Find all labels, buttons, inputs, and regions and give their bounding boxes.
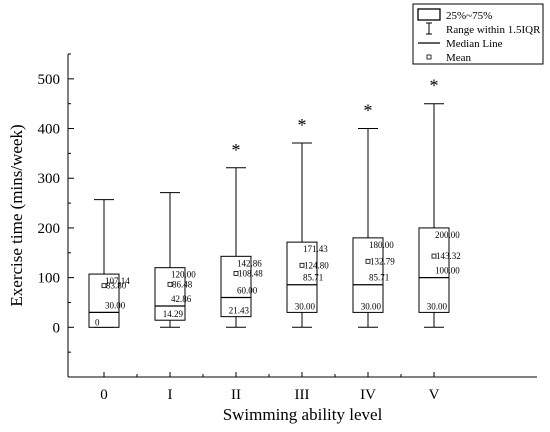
- x-tick-label: IV: [360, 387, 376, 403]
- mean-value-label: 108.48: [238, 268, 263, 278]
- q1-value-label: 21.43: [229, 306, 250, 316]
- x-tick-label: II: [231, 387, 241, 403]
- x-tick-label: III: [295, 387, 310, 403]
- legend-label-whisker: Range within 1.5IQR: [446, 24, 541, 36]
- q3-value-label: 171.43: [303, 244, 328, 254]
- x-tick-label: 0: [100, 387, 108, 403]
- mean-marker: [431, 253, 437, 259]
- x-axis-title: Swimming ability level: [223, 405, 383, 424]
- mean-marker: [299, 262, 305, 268]
- legend-mean-swatch: [426, 54, 432, 60]
- legend-label-mean: Mean: [446, 52, 472, 64]
- y-tick-label: 100: [38, 271, 61, 287]
- median-value-label: 85.71: [369, 273, 389, 283]
- iqr-box: [88, 273, 120, 328]
- y-tick-label: 500: [38, 72, 61, 88]
- q1-value-label: 30.00: [427, 301, 448, 311]
- median-value-label: 60.00: [237, 285, 258, 295]
- y-tick-label: 0: [53, 320, 61, 336]
- iqr-box: [286, 241, 318, 313]
- y-tick-label: 200: [38, 221, 61, 237]
- mean-value-label: 124.80: [304, 260, 329, 270]
- outlier-asterisk: *: [430, 76, 439, 96]
- median-value-label: 42.86: [171, 294, 192, 304]
- iqr-box: [418, 227, 450, 313]
- median-value-label: 30.00: [105, 300, 126, 310]
- outlier-asterisk: *: [298, 115, 307, 135]
- mean-marker: [167, 281, 173, 287]
- q3-value-label: 142.86: [237, 258, 262, 268]
- mean-value-label: 86.48: [172, 279, 193, 289]
- legend-label-median: Median Line: [446, 38, 503, 50]
- iqr-box: [154, 267, 186, 321]
- mean-marker: [233, 271, 239, 276]
- outlier-asterisk: *: [364, 101, 373, 121]
- x-tick-label: I: [168, 387, 173, 403]
- q3-value-label: 107.14: [105, 276, 130, 286]
- iqr-box: [352, 237, 384, 313]
- median-value-label: 85.71: [303, 273, 323, 283]
- legend-box-swatch: [417, 8, 441, 21]
- q1-value-label: 0: [95, 317, 100, 327]
- mean-value-label: 143.32: [436, 251, 461, 261]
- y-tick-label: 300: [38, 171, 61, 187]
- legend: 25%~75% Range within 1.5IQR Median Line Mea…: [412, 3, 544, 65]
- q1-value-label: 30.00: [361, 301, 382, 311]
- q1-value-label: 14.29: [163, 309, 184, 319]
- mean-value-label: 83.80: [106, 281, 127, 291]
- q3-value-label: 120.00: [171, 270, 196, 280]
- mean-marker: [365, 258, 371, 264]
- outlier-asterisk: *: [232, 140, 241, 160]
- y-axis-title: Exercise time (mins/week): [7, 124, 26, 306]
- mean-value-label: 132.79: [370, 256, 395, 266]
- y-tick-label: 400: [38, 122, 61, 138]
- q3-value-label: 200.00: [435, 230, 460, 240]
- q1-value-label: 30.00: [295, 301, 316, 311]
- mean-marker: [101, 283, 107, 289]
- median-value-label: 100.00: [435, 266, 460, 276]
- legend-label-box: 25%~75%: [446, 10, 492, 22]
- x-tick-label: V: [429, 387, 440, 403]
- q3-value-label: 180.00: [369, 240, 394, 250]
- iqr-box: [220, 255, 252, 318]
